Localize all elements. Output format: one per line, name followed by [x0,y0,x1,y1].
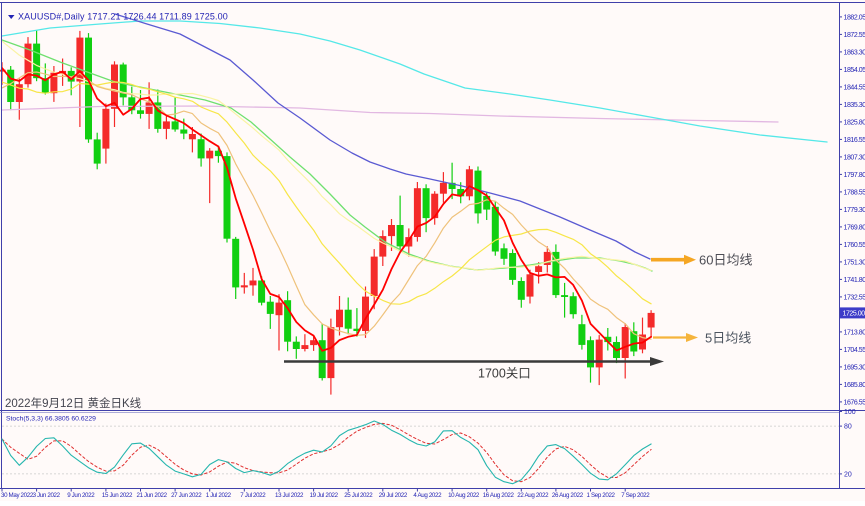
svg-text:30 May 2022: 30 May 2022 [1,492,34,499]
svg-text:1769.80: 1769.80 [844,224,865,231]
svg-text:9 Jun 2022: 9 Jun 2022 [67,492,95,499]
svg-text:1882.05: 1882.05 [844,14,865,21]
svg-text:XAUUSD#,Daily 1717.21 1726.44: XAUUSD#,Daily 1717.21 1726.44 1711.89 17… [18,12,228,22]
svg-text:2022年9月12日 黄金日K线: 2022年9月12日 黄金日K线 [5,396,142,410]
svg-text:1835.30: 1835.30 [844,102,865,109]
svg-text:29 Jul 2022: 29 Jul 2022 [379,492,408,499]
svg-text:1760.55: 1760.55 [844,242,865,249]
svg-text:1825.80: 1825.80 [844,119,865,126]
svg-text:1779.30: 1779.30 [844,207,865,214]
svg-text:21 Jun 2022: 21 Jun 2022 [137,492,168,499]
svg-text:1 Jul 2022: 1 Jul 2022 [206,492,232,499]
svg-text:22 Aug 2022: 22 Aug 2022 [517,492,549,499]
svg-text:13 Jul 2022: 13 Jul 2022 [275,492,304,499]
svg-text:7 Sep 2022: 7 Sep 2022 [621,492,650,499]
svg-text:1741.80: 1741.80 [844,277,865,284]
svg-text:1872.55: 1872.55 [844,32,865,39]
svg-text:27 Jun 2022: 27 Jun 2022 [171,492,202,499]
svg-text:1 Sep 2022: 1 Sep 2022 [587,492,616,499]
svg-text:4 Aug 2022: 4 Aug 2022 [413,492,442,499]
svg-text:3 Jun 2022: 3 Jun 2022 [33,492,61,499]
svg-text:7 Jul 2022: 7 Jul 2022 [240,492,266,499]
svg-text:1704.55: 1704.55 [844,347,865,354]
svg-text:1713.80: 1713.80 [844,329,865,336]
svg-text:1788.55: 1788.55 [844,189,865,196]
svg-text:26 Aug 2022: 26 Aug 2022 [552,492,584,499]
svg-text:100: 100 [844,409,856,416]
svg-text:1816.55: 1816.55 [844,137,865,144]
svg-text:20: 20 [844,471,852,478]
svg-text:1844.55: 1844.55 [844,84,865,91]
svg-text:1725.00: 1725.00 [843,311,865,318]
svg-text:1685.80: 1685.80 [844,382,865,389]
svg-text:19 Jul 2022: 19 Jul 2022 [310,492,339,499]
svg-text:16 Aug 2022: 16 Aug 2022 [483,492,515,499]
svg-text:80: 80 [844,424,852,431]
svg-text:1854.05: 1854.05 [844,67,865,74]
svg-text:1807.30: 1807.30 [844,154,865,161]
svg-text:60日均线: 60日均线 [699,253,752,268]
svg-text:1695.30: 1695.30 [844,364,865,371]
svg-text:1863.30: 1863.30 [844,49,865,56]
svg-text:1700关口: 1700关口 [478,367,531,381]
svg-text:1732.55: 1732.55 [844,294,865,301]
svg-text:1751.30: 1751.30 [844,259,865,266]
svg-text:15 Jun 2022: 15 Jun 2022 [102,492,133,499]
svg-text:10 Aug 2022: 10 Aug 2022 [448,492,480,499]
svg-text:25 Jul 2022: 25 Jul 2022 [344,492,373,499]
svg-text:Stoch(5,3,3) 66.3805 60.6229: Stoch(5,3,3) 66.3805 60.6229 [6,416,96,423]
svg-text:1797.80: 1797.80 [844,172,865,179]
svg-text:5日均线: 5日均线 [705,331,751,346]
svg-text:1676.55: 1676.55 [844,399,865,406]
